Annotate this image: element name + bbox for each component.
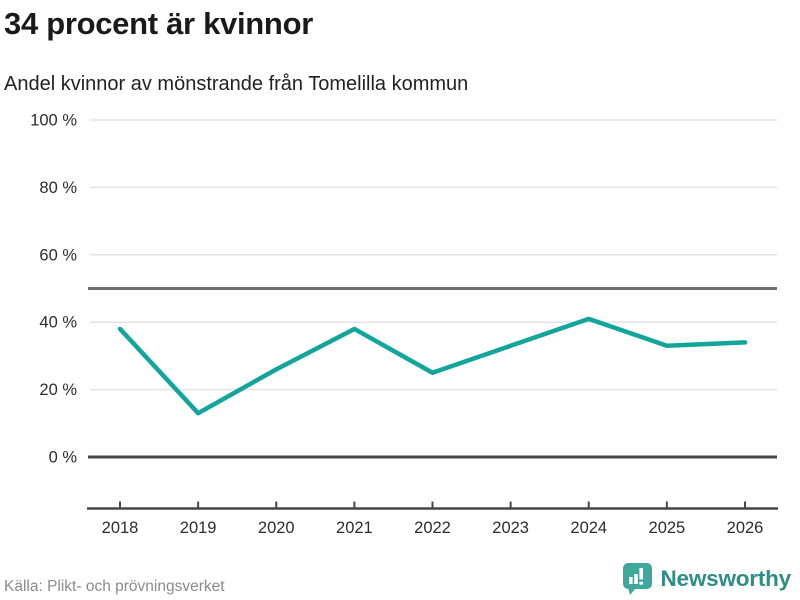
x-tick-label: 2025 [649, 519, 686, 537]
newsworthy-logo[interactable]: Newsworthy [622, 562, 791, 595]
chart-subtitle: Andel kvinnor av mönstrande från Tomelil… [4, 73, 469, 95]
x-tick-label: 2026 [727, 519, 764, 537]
y-tick-label: 80 % [39, 179, 77, 197]
x-tick-label: 2024 [570, 519, 607, 537]
x-tick-label: 2018 [102, 519, 139, 537]
y-tick-label: 40 % [39, 314, 77, 332]
y-tick-label: 0 % [49, 449, 78, 467]
source-note: Källa: Plikt- och prövningsverket [4, 578, 225, 595]
chart-title: 34 procent är kvinnor [4, 6, 313, 41]
trend-line [117, 316, 748, 416]
y-tick-label: 100 % [30, 112, 77, 130]
x-tick-label: 2019 [180, 519, 217, 537]
y-tick-label: 60 % [39, 246, 77, 264]
x-tick-label: 2022 [414, 519, 451, 537]
x-tick-label: 2021 [336, 519, 373, 537]
x-tick-label: 2023 [492, 519, 529, 537]
y-tick-label: 20 % [39, 381, 77, 399]
newsworthy-wordmark: Newsworthy [660, 565, 791, 591]
x-tick-label: 2020 [258, 519, 295, 537]
newsworthy-icon [623, 563, 653, 595]
